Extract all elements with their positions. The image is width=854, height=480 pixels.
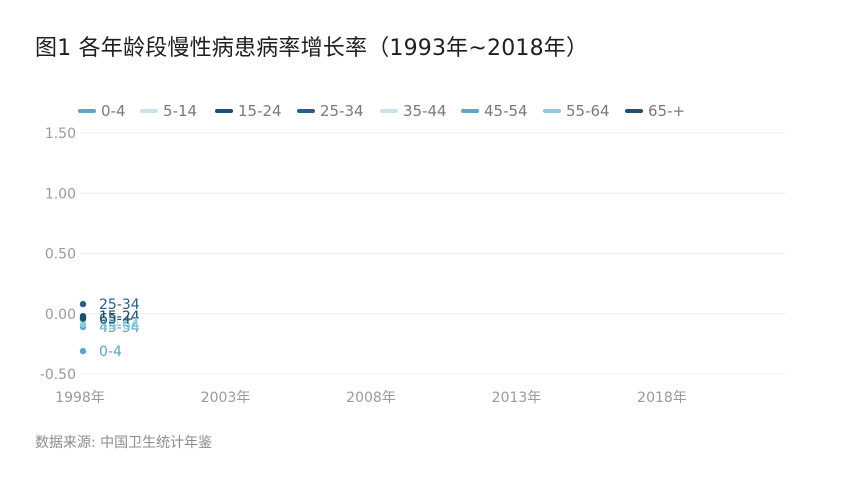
legend-item-25-34[interactable]: 25-34 (297, 102, 364, 120)
y-tick-label: -0.50 (40, 367, 76, 383)
legend-item-5-14[interactable]: 5-14 (140, 102, 197, 120)
chart-title: 图1 各年龄段慢性病患病率增长率（1993年~2018年） (35, 36, 589, 61)
series-end-label-35-44: 35-44 (99, 316, 140, 332)
data-point-65-+[interactable] (79, 315, 87, 322)
legend-label: 45-54 (484, 102, 528, 120)
series-end-label-55-64: 55-64 (99, 318, 140, 334)
legend-label: 55-64 (566, 102, 610, 120)
legend-item-15-24[interactable]: 15-24 (215, 102, 282, 120)
legend-item-0-4[interactable]: 0-4 (78, 102, 126, 120)
x-tick-label: 2008年 (346, 390, 396, 406)
data-point-0-4[interactable] (79, 347, 87, 355)
x-tick-label: 1998年 (55, 390, 105, 406)
x-tick-label: 2018年 (637, 390, 687, 406)
legend-item-45-54[interactable]: 45-54 (461, 102, 528, 120)
series-end-label-25-34: 25-34 (99, 297, 140, 313)
legend-label: 35-44 (403, 102, 447, 120)
x-tick-label: 2003年 (201, 390, 251, 406)
data-source: 数据来源: 中国卫生统计年鉴 (35, 435, 213, 451)
data-point-55-64[interactable] (79, 321, 87, 328)
legend-label: 65-+ (648, 102, 685, 120)
y-tick-label: 1.50 (45, 126, 76, 142)
y-tick-label: 0.00 (45, 307, 76, 323)
legend-item-55-64[interactable]: 55-64 (543, 102, 610, 120)
series-end-label-45-54: 45-54 (99, 320, 140, 336)
series-end-label-15-24: 15-24 (99, 309, 140, 325)
legend-label: 0-4 (101, 102, 126, 120)
legend-item-65-+[interactable]: 65-+ (625, 102, 685, 120)
x-tick-label: 2013年 (492, 390, 542, 406)
y-tick-label: 1.00 (45, 186, 76, 202)
data-point-25-34[interactable] (79, 300, 87, 308)
legend-label: 25-34 (320, 102, 364, 120)
legend-label: 15-24 (238, 102, 282, 120)
y-tick-label: 0.50 (45, 247, 76, 263)
series-end-label-0-4: 0-4 (99, 344, 122, 360)
legend-label: 5-14 (163, 102, 197, 120)
series-end-label-5-14: 5-14 (99, 314, 131, 330)
series-end-label-65-+: 65-+ (99, 312, 134, 328)
legend-item-35-44[interactable]: 35-44 (380, 102, 447, 120)
